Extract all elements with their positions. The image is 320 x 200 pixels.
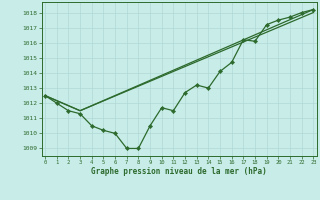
X-axis label: Graphe pression niveau de la mer (hPa): Graphe pression niveau de la mer (hPa) [91,167,267,176]
